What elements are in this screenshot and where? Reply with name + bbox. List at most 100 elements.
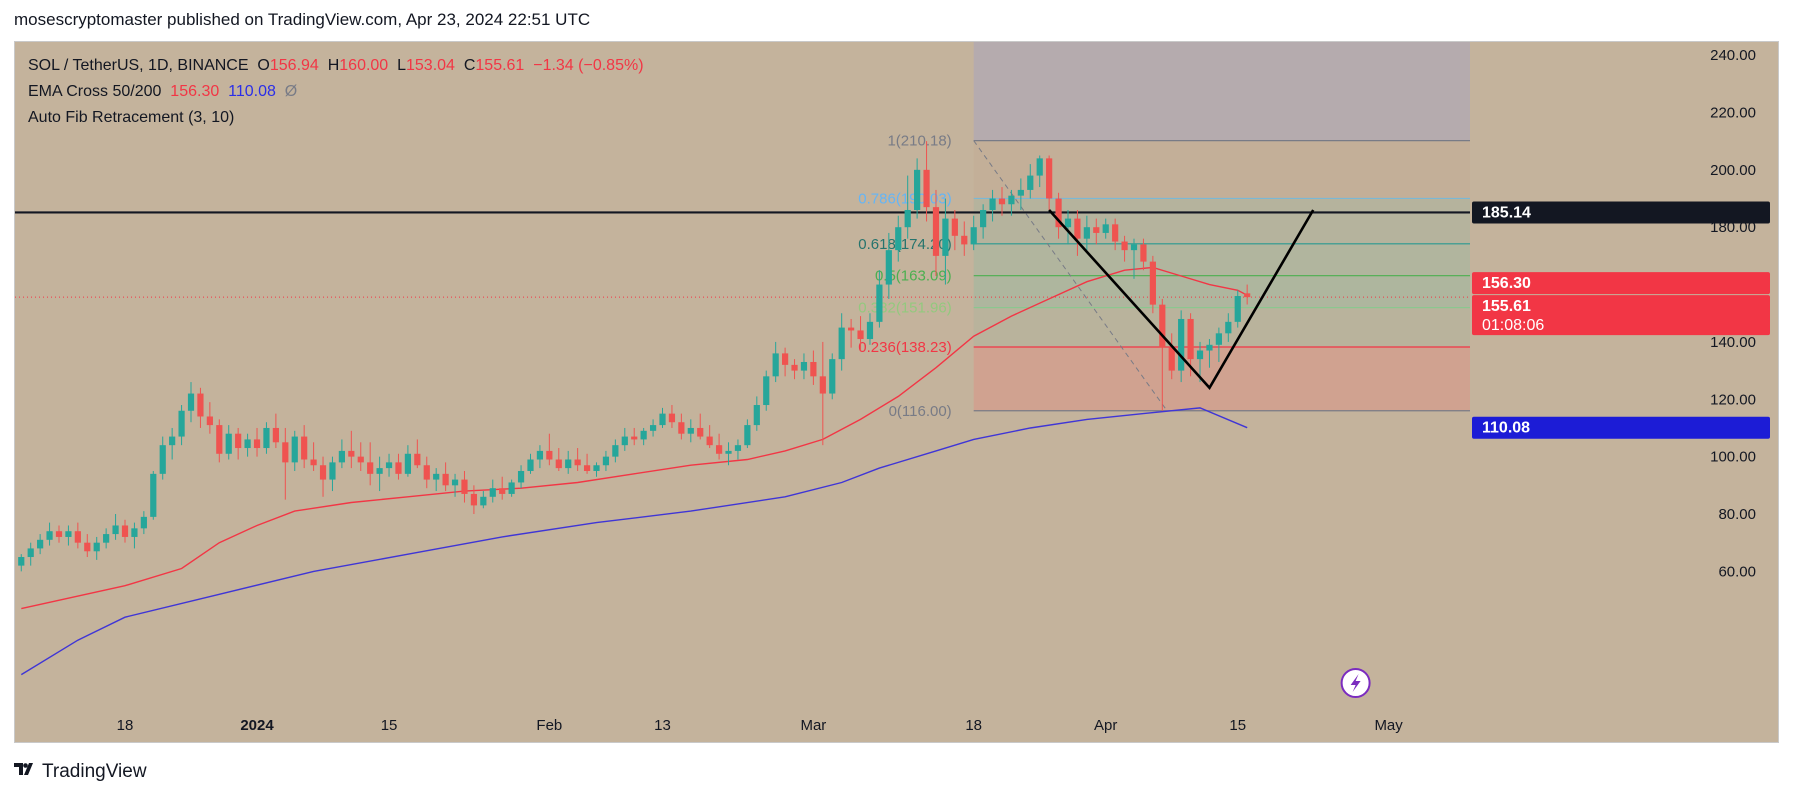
candle-body[interactable] <box>621 436 628 446</box>
candle-body[interactable] <box>1083 227 1090 239</box>
candle-body[interactable] <box>291 436 298 463</box>
candle-body[interactable] <box>980 209 987 228</box>
candle-body[interactable] <box>791 364 798 371</box>
candle-body[interactable] <box>112 525 119 535</box>
candle-body[interactable] <box>517 470 525 483</box>
candle-body[interactable] <box>1055 198 1062 228</box>
candle-body[interactable] <box>715 445 723 454</box>
candle-body[interactable] <box>55 531 63 537</box>
legend-fib-label[interactable]: Auto Fib Retracement (3, 10) <box>28 109 235 126</box>
candle-body[interactable] <box>93 542 100 552</box>
candle-body[interactable] <box>932 207 940 256</box>
candle-body[interactable] <box>103 534 110 543</box>
candle-body[interactable] <box>848 327 855 331</box>
candle-body[interactable] <box>263 427 270 449</box>
candle-body[interactable] <box>989 198 996 210</box>
candle-body[interactable] <box>253 439 261 449</box>
v-pattern-line[interactable] <box>1048 209 1315 390</box>
candle-body[interactable] <box>46 531 53 540</box>
candle-body[interactable] <box>1215 333 1222 345</box>
candle-body[interactable] <box>131 528 138 537</box>
candle-body[interactable] <box>301 436 308 460</box>
candle-body[interactable] <box>65 531 72 537</box>
candle-body[interactable] <box>480 496 487 506</box>
candle-body[interactable] <box>225 433 232 454</box>
candle-body[interactable] <box>1064 218 1072 228</box>
candle-body[interactable] <box>395 462 402 474</box>
candle-body[interactable] <box>800 361 808 371</box>
candle-body[interactable] <box>810 361 817 377</box>
candle-body[interactable] <box>697 427 704 437</box>
candle-body[interactable] <box>706 436 713 446</box>
candle-body[interactable] <box>169 436 176 446</box>
candle-body[interactable] <box>37 539 44 549</box>
candle-body[interactable] <box>1206 344 1213 351</box>
candle-body[interactable] <box>272 427 279 443</box>
candle-body[interactable] <box>197 393 204 417</box>
candle-body[interactable] <box>451 479 459 486</box>
candle-body[interactable] <box>282 442 289 463</box>
candle-body[interactable] <box>1102 224 1109 233</box>
candle-body[interactable] <box>1187 318 1194 360</box>
candle-body[interactable] <box>593 465 600 471</box>
candle-body[interactable] <box>329 462 336 480</box>
candle-body[interactable] <box>414 453 421 466</box>
legend-ema-label[interactable]: EMA Cross 50/200 <box>28 83 162 100</box>
candle-body[interactable] <box>244 439 251 449</box>
candle-body[interactable] <box>857 330 864 340</box>
candle-body[interactable] <box>998 198 1006 205</box>
candle-body[interactable] <box>678 422 685 434</box>
candle-body[interactable] <box>74 531 81 543</box>
candle-body[interactable] <box>489 488 496 497</box>
candle-body[interactable] <box>734 445 742 451</box>
candle-body[interactable] <box>659 413 666 426</box>
candle-body[interactable] <box>404 453 411 474</box>
candle-body[interactable] <box>914 169 921 210</box>
candle-body[interactable] <box>612 445 619 457</box>
candle-body[interactable] <box>1121 241 1128 251</box>
candle-body[interactable] <box>687 427 694 434</box>
candle-body[interactable] <box>942 218 949 256</box>
candle-body[interactable] <box>725 450 732 454</box>
legend-symbol[interactable]: SOL / TetherUS, 1D, BINANCE <box>28 57 249 74</box>
legend-fib-row[interactable]: Auto Fib Retracement (3, 10) <box>28 105 644 131</box>
candle-body[interactable] <box>442 473 449 486</box>
candle-body[interactable] <box>819 376 826 394</box>
candle-body[interactable] <box>1046 158 1053 199</box>
candle-body[interactable] <box>895 227 902 251</box>
candle-body[interactable] <box>1225 321 1232 334</box>
legend-ohlc-row[interactable]: SOL / TetherUS, 1D, BINANCE O156.94 H160… <box>28 53 644 79</box>
candle-body[interactable] <box>433 473 440 480</box>
candle-body[interactable] <box>348 450 355 457</box>
candle-body[interactable] <box>527 459 534 471</box>
candle-body[interactable] <box>385 462 393 469</box>
candle-body[interactable] <box>470 493 478 506</box>
candle-body[interactable] <box>357 456 364 463</box>
candle-body[interactable] <box>1008 195 1015 205</box>
candle-body[interactable] <box>1140 244 1147 262</box>
candle-body[interactable] <box>310 459 317 466</box>
candle-body[interactable] <box>121 525 129 537</box>
candle-body[interactable] <box>1036 158 1043 176</box>
candle-body[interactable] <box>319 465 327 480</box>
candle-body[interactable] <box>376 468 383 474</box>
candle-body[interactable] <box>838 327 845 360</box>
candle-body[interactable] <box>1234 296 1241 322</box>
candle-body[interactable] <box>423 465 430 480</box>
candle-body[interactable] <box>546 450 553 460</box>
candle-body[interactable] <box>970 227 977 245</box>
candle-body[interactable] <box>866 321 874 340</box>
candle-body[interactable] <box>18 557 25 566</box>
candle-body[interactable] <box>1168 347 1175 371</box>
candle-body[interactable] <box>772 353 779 377</box>
candle-body[interactable] <box>508 482 515 494</box>
candle-body[interactable] <box>574 459 581 466</box>
candle-body[interactable] <box>649 425 657 431</box>
candle-body[interactable] <box>206 416 213 426</box>
candle-body[interactable] <box>140 516 147 529</box>
candle-body[interactable] <box>904 209 911 228</box>
candle-body[interactable] <box>602 456 610 466</box>
candle-body[interactable] <box>668 413 676 423</box>
candle-body[interactable] <box>367 462 374 474</box>
